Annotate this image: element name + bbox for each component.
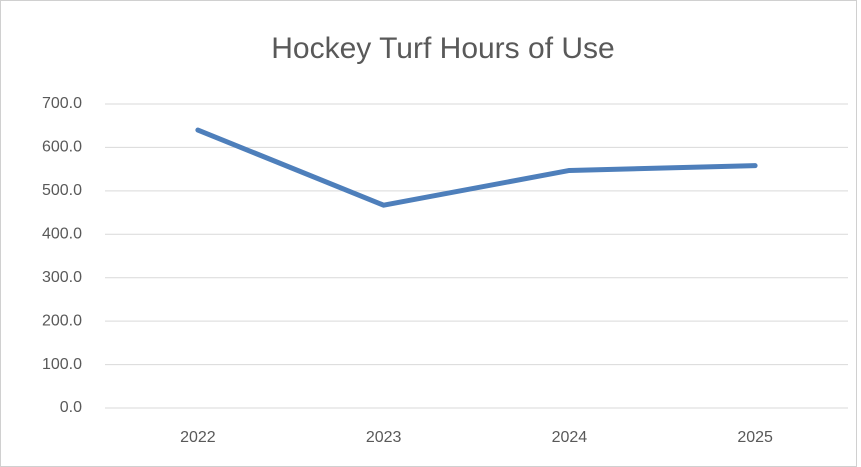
y-tick-label: 100.0 — [42, 356, 82, 373]
x-tick-label: 2024 — [552, 429, 588, 446]
x-tick-label: 2023 — [366, 429, 402, 446]
line-series — [195, 127, 758, 208]
y-tick-label: 300.0 — [42, 269, 82, 286]
x-tick-label: 2022 — [180, 429, 216, 446]
x-tick-label: 2025 — [737, 429, 773, 446]
y-tick-label: 600.0 — [42, 139, 82, 156]
chart-title: Hockey Turf Hours of Use — [271, 32, 614, 65]
y-tick-label: 500.0 — [42, 182, 82, 199]
y-tick-label: 0.0 — [60, 399, 82, 416]
y-tick-label: 400.0 — [42, 226, 82, 243]
y-tick-label: 700.0 — [42, 95, 82, 112]
y-tick-label: 200.0 — [42, 312, 82, 329]
